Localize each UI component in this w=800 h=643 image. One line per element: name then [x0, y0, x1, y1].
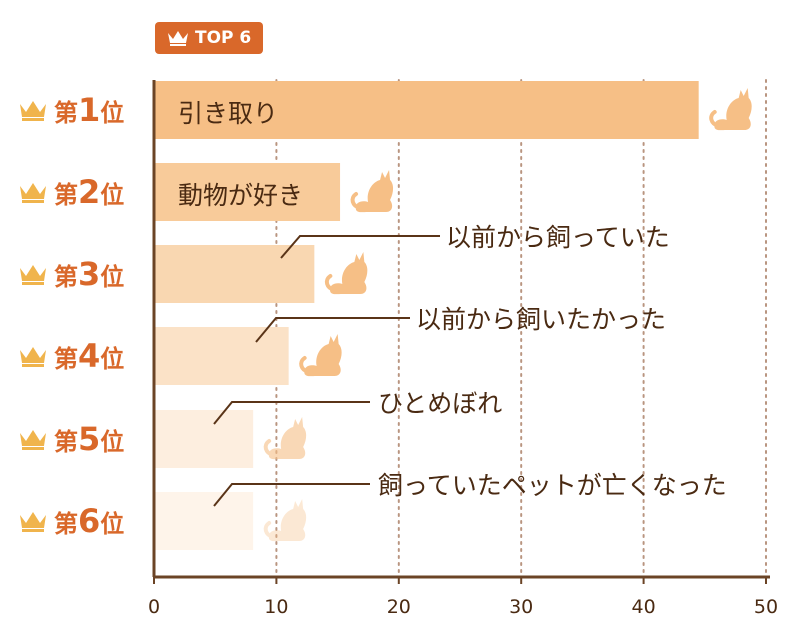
rank-prefix: 第	[54, 99, 78, 127]
x-tick-label-20: 20	[386, 596, 411, 618]
x-tick-label-50: 50	[753, 596, 779, 618]
rank-label: 第6位	[54, 502, 124, 540]
bar-1	[154, 81, 699, 139]
crown-icon	[20, 430, 46, 450]
bars	[154, 81, 699, 550]
rank-prefix: 第	[54, 345, 78, 373]
rank-5: 第5位	[18, 419, 124, 459]
leader-line-5	[213, 401, 370, 425]
rank-label: 第1位	[54, 91, 124, 129]
rank-number: 1	[78, 91, 101, 129]
cat-icon	[263, 499, 307, 542]
bar-2	[154, 163, 341, 221]
bar-4	[154, 327, 289, 385]
rank-3: 第3位	[18, 254, 124, 294]
rank-2: 第2位	[18, 172, 124, 212]
category-label-1: 引き取り	[178, 99, 279, 128]
x-tick-label-40: 40	[631, 596, 656, 618]
axes	[152, 80, 770, 584]
grid-lines	[275, 79, 767, 578]
rank-number: 5	[78, 420, 101, 458]
cat-icon	[350, 170, 394, 213]
rank-number: 6	[78, 502, 101, 540]
callout-leaders	[213, 235, 440, 507]
rank-1: 第1位	[18, 90, 124, 130]
category-label-3: 以前から飼っていた	[446, 223, 670, 252]
rank-prefix: 第	[54, 428, 78, 456]
badge-label: TOP 6	[195, 28, 252, 48]
leader-line-3	[280, 235, 440, 259]
x-tick-label-0: 0	[147, 596, 161, 618]
cat-icon	[709, 88, 752, 131]
rank-number: 4	[78, 337, 101, 375]
category-label-5: ひとめぼれ	[378, 389, 503, 418]
rank-label: 第3位	[54, 255, 124, 293]
crown-icon	[20, 347, 46, 367]
rank-4: 第4位	[18, 336, 124, 376]
rank-prefix: 第	[54, 263, 78, 291]
crown-icon	[20, 512, 46, 532]
leader-line-4	[255, 317, 410, 343]
crown-icon	[168, 31, 188, 46]
top6-badge: TOP 6	[155, 22, 264, 54]
crown-icon	[20, 101, 46, 121]
leader-line-6	[213, 483, 370, 507]
category-label-4: 以前から飼いたかった	[416, 305, 667, 334]
cat-icons	[263, 88, 752, 542]
bar-6	[154, 492, 254, 550]
rank-number: 3	[78, 255, 101, 293]
rank-suffix: 位	[100, 510, 125, 538]
x-tick-label-30: 30	[509, 596, 534, 618]
cat-icon	[324, 252, 368, 295]
bar-3	[154, 245, 315, 303]
rank-number: 2	[78, 173, 101, 211]
cat-icon	[299, 334, 342, 377]
rank-suffix: 位	[100, 428, 125, 456]
category-label-6: 飼っていたペットが亡くなった	[378, 471, 727, 500]
rank-6: 第6位	[18, 501, 124, 541]
rank-label: 第4位	[54, 337, 124, 375]
rank-suffix: 位	[100, 99, 125, 127]
x-tick-label-10: 10	[264, 596, 289, 618]
crown-icon	[20, 265, 46, 285]
bar-5	[154, 410, 254, 468]
rank-suffix: 位	[100, 345, 125, 373]
rank-suffix: 位	[100, 181, 125, 209]
rank-prefix: 第	[54, 181, 78, 209]
rank-prefix: 第	[54, 510, 78, 538]
cat-icon	[263, 417, 307, 460]
rank-label: 第2位	[54, 173, 124, 211]
rank-suffix: 位	[100, 263, 125, 291]
category-label-2: 動物が好き	[178, 181, 304, 210]
rank-label: 第5位	[54, 420, 124, 458]
crown-icon	[20, 183, 46, 203]
